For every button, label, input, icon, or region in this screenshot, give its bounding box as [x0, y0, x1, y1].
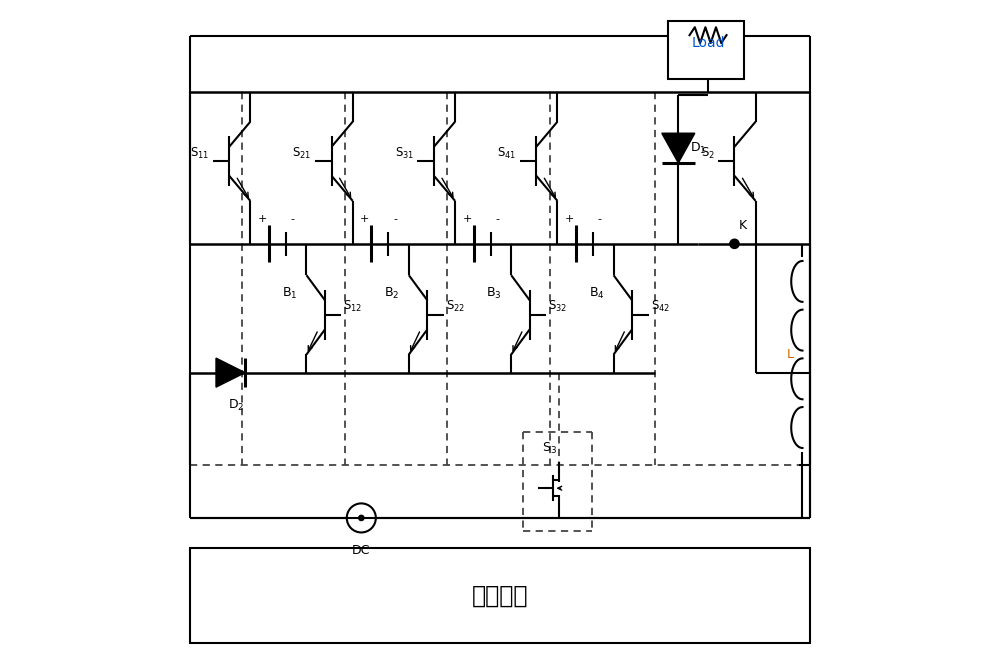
Circle shape: [730, 239, 739, 248]
Text: S$_{22}$: S$_{22}$: [446, 299, 465, 314]
Text: Load: Load: [691, 36, 725, 50]
Text: -: -: [598, 214, 602, 224]
Text: L: L: [787, 348, 794, 361]
Text: S$_3$: S$_3$: [542, 441, 557, 456]
Text: S$_2$: S$_2$: [701, 146, 715, 161]
Text: S$_{41}$: S$_{41}$: [497, 146, 517, 161]
Text: DC: DC: [352, 544, 370, 557]
Text: B$_1$: B$_1$: [282, 286, 297, 301]
Polygon shape: [216, 358, 245, 387]
Text: S$_{32}$: S$_{32}$: [548, 299, 567, 314]
Text: +: +: [258, 214, 267, 224]
Text: S$_{11}$: S$_{11}$: [190, 146, 209, 161]
Bar: [190, 547, 810, 643]
Text: -: -: [495, 214, 499, 224]
Text: B$_4$: B$_4$: [589, 286, 604, 301]
Text: +: +: [462, 214, 472, 224]
Text: D$_2$: D$_2$: [228, 398, 244, 413]
Text: S$_{21}$: S$_{21}$: [292, 146, 312, 161]
Text: +: +: [360, 214, 369, 224]
Text: S$_{31}$: S$_{31}$: [395, 146, 414, 161]
Bar: [668, 21, 744, 79]
Text: 微控制器: 微控制器: [472, 583, 528, 607]
Text: D$_1$: D$_1$: [690, 141, 706, 156]
Circle shape: [359, 515, 364, 521]
Text: K: K: [738, 219, 746, 232]
Text: B$_3$: B$_3$: [486, 286, 502, 301]
Polygon shape: [662, 133, 695, 163]
Text: B$_2$: B$_2$: [384, 286, 399, 301]
Text: -: -: [393, 214, 397, 224]
Text: S$_{42}$: S$_{42}$: [651, 299, 670, 314]
Text: -: -: [291, 214, 295, 224]
Text: S$_{12}$: S$_{12}$: [343, 299, 363, 314]
Text: +: +: [565, 214, 574, 224]
